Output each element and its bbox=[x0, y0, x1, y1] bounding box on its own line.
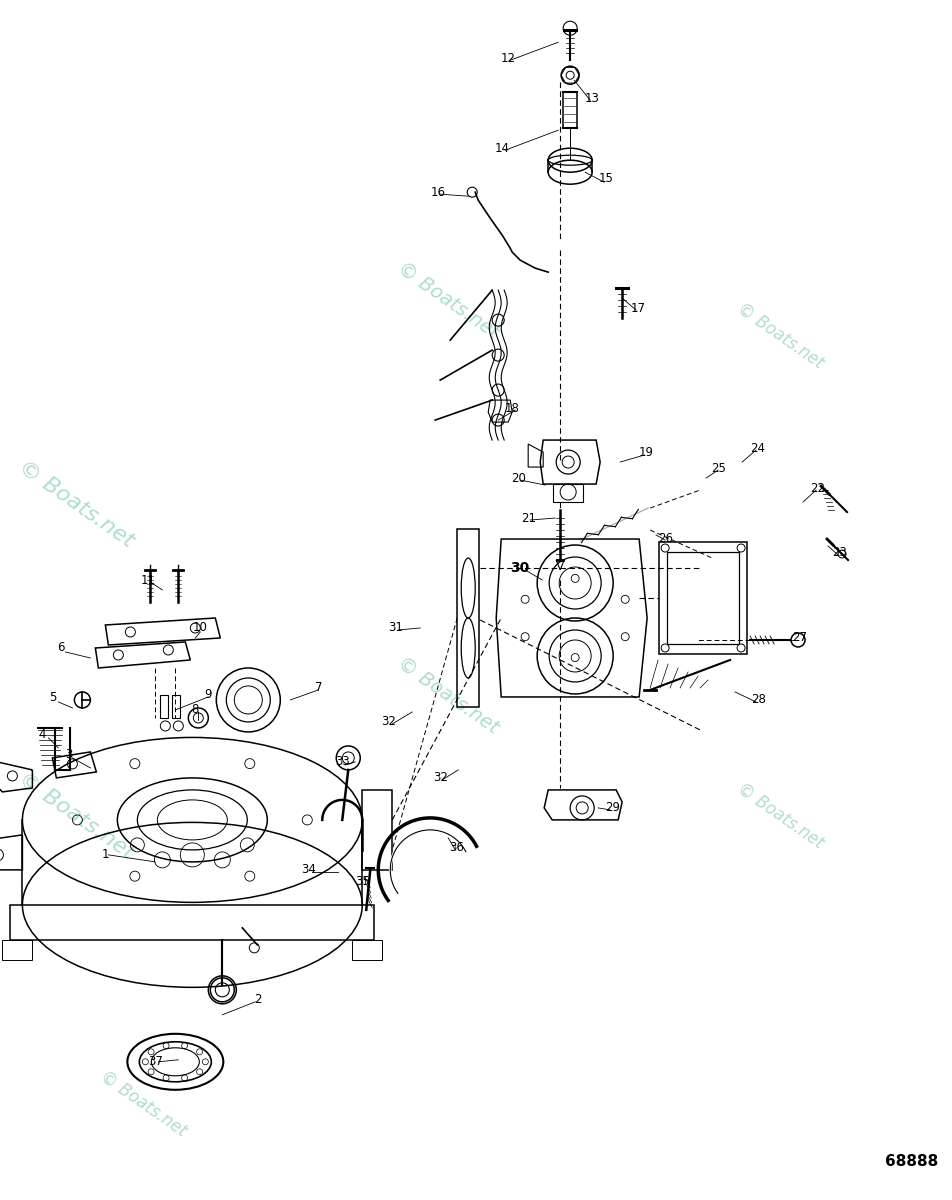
Text: 31: 31 bbox=[387, 622, 403, 635]
Text: 34: 34 bbox=[301, 863, 316, 876]
Text: 10: 10 bbox=[193, 622, 208, 635]
Text: 3: 3 bbox=[65, 749, 72, 762]
Text: 15: 15 bbox=[599, 172, 614, 185]
Text: 18: 18 bbox=[505, 402, 520, 414]
Text: 20: 20 bbox=[511, 472, 526, 485]
Text: 21: 21 bbox=[521, 511, 536, 524]
Text: 17: 17 bbox=[630, 301, 645, 314]
Text: 37: 37 bbox=[148, 1055, 163, 1068]
Text: © Boats.net: © Boats.net bbox=[15, 769, 138, 863]
Text: 8: 8 bbox=[191, 703, 199, 716]
Text: © Boats.net: © Boats.net bbox=[15, 457, 138, 551]
Text: 28: 28 bbox=[750, 694, 765, 707]
Text: 12: 12 bbox=[501, 52, 516, 65]
Text: 32: 32 bbox=[381, 715, 396, 728]
Text: 26: 26 bbox=[658, 532, 673, 545]
Text: 19: 19 bbox=[639, 445, 654, 458]
Text: 7: 7 bbox=[314, 682, 322, 695]
Text: 36: 36 bbox=[448, 841, 464, 854]
Text: © Boats.net: © Boats.net bbox=[734, 780, 827, 852]
Text: 22: 22 bbox=[810, 481, 825, 494]
Text: 5: 5 bbox=[49, 691, 56, 704]
Text: 30: 30 bbox=[510, 562, 530, 575]
Text: 9: 9 bbox=[205, 689, 212, 702]
Text: © Boats.net: © Boats.net bbox=[96, 1067, 189, 1140]
Text: 23: 23 bbox=[833, 546, 847, 558]
Text: © Boats.net: © Boats.net bbox=[393, 258, 502, 342]
Text: 13: 13 bbox=[585, 91, 600, 104]
Text: 29: 29 bbox=[605, 802, 620, 815]
Text: © Boats.net: © Boats.net bbox=[393, 654, 502, 738]
Text: 35: 35 bbox=[355, 875, 369, 888]
Text: 27: 27 bbox=[793, 631, 807, 644]
Text: © Boats.net: © Boats.net bbox=[734, 300, 827, 372]
Text: 1: 1 bbox=[102, 848, 109, 862]
Text: 14: 14 bbox=[495, 142, 509, 155]
Text: 4: 4 bbox=[39, 728, 46, 742]
Text: 33: 33 bbox=[335, 756, 349, 768]
Text: 11: 11 bbox=[141, 574, 156, 587]
Text: 68888: 68888 bbox=[885, 1154, 939, 1169]
Text: 32: 32 bbox=[433, 772, 447, 785]
Text: 2: 2 bbox=[254, 994, 262, 1007]
Text: 25: 25 bbox=[710, 462, 725, 474]
Text: 24: 24 bbox=[750, 442, 765, 455]
Text: 6: 6 bbox=[56, 642, 64, 654]
Text: 16: 16 bbox=[430, 186, 446, 199]
